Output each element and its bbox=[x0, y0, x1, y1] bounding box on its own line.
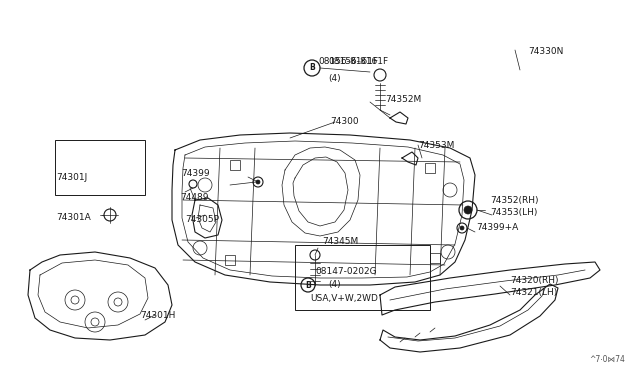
Bar bbox=[55, 140, 145, 195]
Circle shape bbox=[460, 226, 464, 230]
Text: 74321(LH): 74321(LH) bbox=[510, 289, 557, 298]
Circle shape bbox=[256, 180, 260, 184]
Text: 74300: 74300 bbox=[330, 118, 358, 126]
Text: 74353M: 74353M bbox=[418, 141, 454, 150]
Text: USA,V+W,2WD: USA,V+W,2WD bbox=[310, 294, 378, 302]
Text: 74399+A: 74399+A bbox=[476, 224, 518, 232]
Text: 74305P: 74305P bbox=[185, 215, 219, 224]
Text: 74301J: 74301J bbox=[56, 173, 87, 183]
Text: B: B bbox=[305, 280, 311, 289]
Text: 74353(LH): 74353(LH) bbox=[490, 208, 538, 218]
Bar bbox=[295, 245, 430, 310]
Text: 74320(RH): 74320(RH) bbox=[510, 276, 559, 285]
Bar bbox=[225, 255, 235, 265]
Text: 74352M: 74352M bbox=[385, 96, 421, 105]
Bar bbox=[425, 163, 435, 173]
Text: 74399: 74399 bbox=[181, 170, 210, 179]
Text: B: B bbox=[309, 64, 315, 73]
Text: 74301A: 74301A bbox=[56, 212, 91, 221]
Text: (4): (4) bbox=[328, 280, 340, 289]
Circle shape bbox=[464, 206, 472, 214]
Text: 08156-8161F: 08156-8161F bbox=[328, 58, 388, 67]
Text: 74345M: 74345M bbox=[322, 237, 358, 247]
Text: 74489: 74489 bbox=[180, 192, 209, 202]
Bar bbox=[430, 253, 440, 263]
Text: (4): (4) bbox=[328, 74, 340, 83]
Text: 74301H: 74301H bbox=[140, 311, 175, 320]
Text: 74352(RH): 74352(RH) bbox=[490, 196, 538, 205]
Text: ^7⋅0⋈74: ^7⋅0⋈74 bbox=[589, 355, 625, 364]
Text: 08156-8161F: 08156-8161F bbox=[318, 58, 378, 67]
Text: 08147-0202G: 08147-0202G bbox=[315, 267, 376, 276]
Text: 74330N: 74330N bbox=[528, 48, 563, 57]
Bar bbox=[230, 160, 240, 170]
